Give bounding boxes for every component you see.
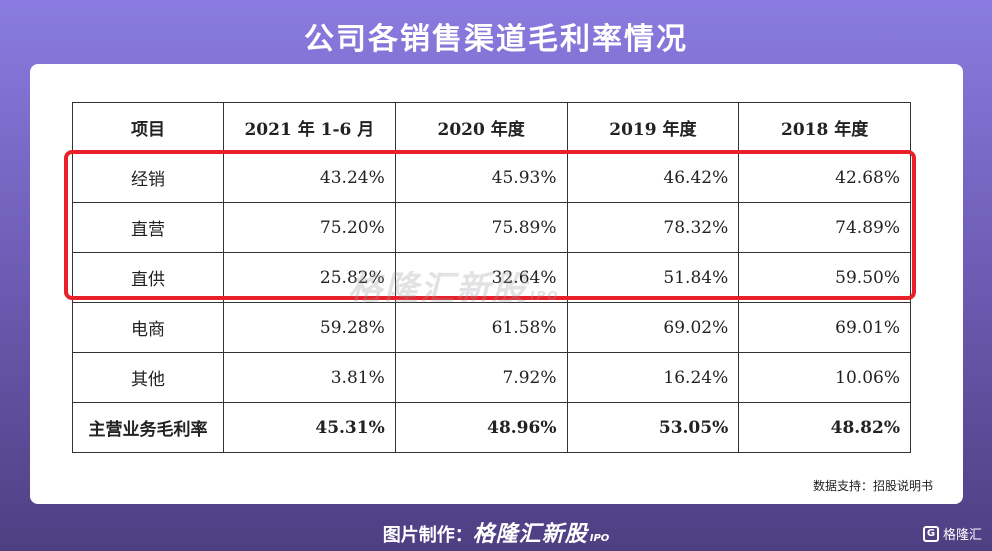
watermark-suffix: IPO bbox=[530, 289, 560, 303]
row-label: 主营业务毛利率 bbox=[72, 402, 224, 453]
row-label: 直供 bbox=[72, 252, 224, 303]
cell-value: 42.68% bbox=[738, 152, 911, 203]
cell-value: 69.02% bbox=[566, 302, 740, 353]
cell-value: 7.92% bbox=[394, 352, 568, 403]
table-row: 其他 3.81% 7.92% 16.24% 10.06% bbox=[72, 352, 911, 403]
cell-value: 45.31% bbox=[223, 402, 396, 453]
corner-label: 格隆汇 bbox=[942, 528, 982, 543]
table-row: 直营 75.20% 75.89% 78.32% 74.89% bbox=[72, 202, 911, 253]
cell-value: 78.32% bbox=[566, 202, 740, 253]
cell-value: 43.24% bbox=[223, 152, 396, 203]
source-note: 数据支持：招股说明书 bbox=[812, 479, 933, 493]
cell-value: 69.01% bbox=[738, 302, 911, 353]
table-card: 项目 2021 年 1-6 月 2020 年度 2019 年度 2018 年度 … bbox=[30, 64, 963, 504]
cell-value: 48.82% bbox=[738, 402, 911, 453]
watermark: 格隆汇新股 IPO bbox=[348, 261, 559, 310]
corner-logo: G 格隆汇 bbox=[922, 524, 982, 543]
logo-icon: G bbox=[922, 525, 939, 542]
table-row: 电商 59.28% 61.58% 69.02% 69.01% bbox=[72, 302, 911, 353]
table-row: 经销 43.24% 45.93% 46.42% 42.68% bbox=[72, 152, 911, 203]
page-title: 公司各销售渠道毛利率情况 bbox=[304, 22, 688, 57]
cell-value: 25.82% bbox=[223, 252, 396, 303]
footer-suffix: IPO bbox=[589, 533, 610, 544]
cell-value: 59.50% bbox=[738, 252, 911, 303]
header-2019: 2019 年度 bbox=[566, 102, 740, 153]
table-total-row: 主营业务毛利率 45.31% 48.96% 53.05% 48.82% bbox=[72, 402, 911, 453]
row-label: 直营 bbox=[72, 202, 224, 253]
row-label: 其他 bbox=[72, 352, 224, 403]
cell-value: 74.89% bbox=[738, 202, 911, 253]
header-2018: 2018 年度 bbox=[738, 102, 911, 153]
cell-value: 48.96% bbox=[394, 402, 568, 453]
cell-value: 59.28% bbox=[223, 302, 396, 353]
header-2021h1: 2021 年 1-6 月 bbox=[223, 102, 396, 153]
cell-value: 45.93% bbox=[394, 152, 568, 203]
footer-credit: 图片制作：格隆汇新股 IPO bbox=[0, 516, 992, 548]
cell-value: 3.81% bbox=[223, 352, 396, 403]
cell-value: 16.24% bbox=[566, 352, 740, 403]
header-item: 项目 bbox=[72, 102, 224, 153]
footer-prefix: 图片制作： bbox=[382, 525, 473, 546]
footer-brand: 格隆汇新股 bbox=[472, 522, 588, 547]
cell-value: 10.06% bbox=[738, 352, 911, 403]
cell-value: 46.42% bbox=[566, 152, 740, 203]
margin-table: 项目 2021 年 1-6 月 2020 年度 2019 年度 2018 年度 … bbox=[72, 102, 911, 453]
highlight-box bbox=[64, 150, 916, 300]
watermark-brand: 格隆汇新股 bbox=[348, 269, 528, 309]
cell-value: 75.89% bbox=[394, 202, 568, 253]
cell-value: 53.05% bbox=[566, 402, 740, 453]
row-label: 电商 bbox=[72, 302, 224, 353]
table-row: 直供 25.82% 32.64% 51.84% 59.50% bbox=[72, 252, 911, 303]
table-header-row: 项目 2021 年 1-6 月 2020 年度 2019 年度 2018 年度 bbox=[72, 102, 911, 153]
header-2020: 2020 年度 bbox=[394, 102, 568, 153]
cell-value: 75.20% bbox=[223, 202, 396, 253]
cell-value: 61.58% bbox=[394, 302, 568, 353]
